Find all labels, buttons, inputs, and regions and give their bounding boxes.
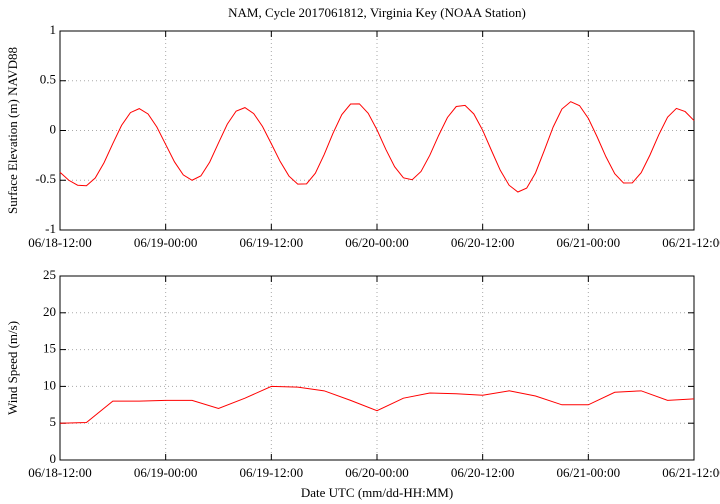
- y-tick-label: -0.5: [35, 171, 56, 186]
- y-tick-label: 25: [43, 267, 56, 282]
- y-tick-label: 1: [50, 22, 57, 37]
- plot-frame: [59, 30, 695, 231]
- x-tick-label: 06/19-12:00: [240, 235, 304, 250]
- x-tick-label: 06/19-12:00: [240, 465, 304, 480]
- x-tick-label: 06/20-12:00: [451, 465, 515, 480]
- y-axis-label: Wind Speed (m/s): [5, 321, 20, 415]
- x-tick-label: 06/20-12:00: [451, 235, 515, 250]
- y-tick-label: 0: [50, 121, 57, 136]
- x-tick-label: 06/21-12:00: [662, 465, 720, 480]
- y-tick-label: 5: [50, 414, 57, 429]
- x-tick-label: 06/21-00:00: [557, 235, 621, 250]
- x-tick-label: 06/20-00:00: [345, 465, 409, 480]
- data-line: [59, 385, 695, 424]
- x-tick-label: 06/21-00:00: [557, 465, 621, 480]
- plot-frame: [59, 275, 695, 461]
- x-axis-label: Date UTC (mm/dd-HH:MM): [301, 485, 453, 500]
- y-tick-label: 0: [50, 451, 57, 466]
- x-tick-label: 06/18-12:00: [28, 465, 92, 480]
- x-tick-label: 06/19-00:00: [134, 465, 198, 480]
- y-tick-label: 0.5: [40, 72, 56, 87]
- y-tick-label: 15: [43, 341, 56, 356]
- data-line: [59, 101, 695, 193]
- x-tick-label: 06/19-00:00: [134, 235, 198, 250]
- x-tick-label: 06/21-12:00: [662, 235, 720, 250]
- x-tick-label: 06/20-00:00: [345, 235, 409, 250]
- y-tick-label: 20: [43, 304, 56, 319]
- y-tick-label: -1: [45, 221, 56, 236]
- chart-title: NAM, Cycle 2017061812, Virginia Key (NOA…: [228, 5, 526, 20]
- x-tick-label: 06/18-12:00: [28, 235, 92, 250]
- y-axis-label: Surface Elevation (m) NAVD88: [5, 47, 20, 214]
- y-tick-label: 10: [43, 377, 56, 392]
